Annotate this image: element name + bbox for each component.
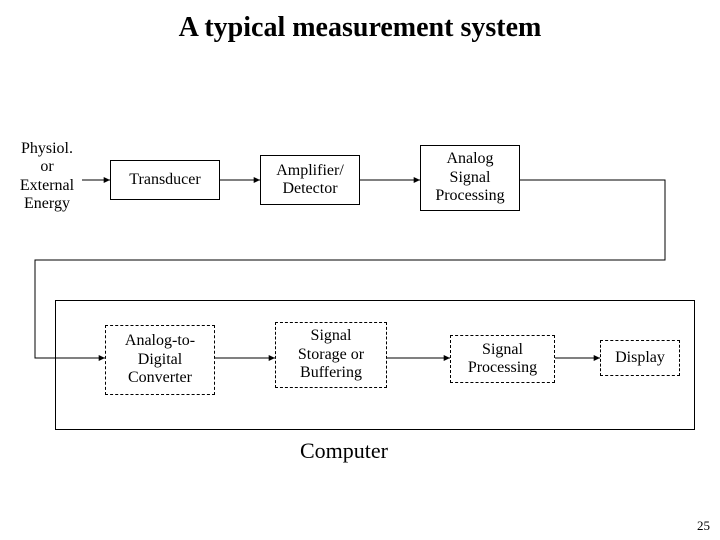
page-number: 25: [697, 518, 710, 534]
node-energy: Physiol. or External Energy: [12, 140, 82, 220]
page-title: A typical measurement system: [0, 12, 720, 44]
node-analog-signal-processing: Analog Signal Processing: [420, 145, 520, 211]
node-transducer: Transducer: [110, 160, 220, 200]
node-amplifier-detector: Amplifier/ Detector: [260, 155, 360, 205]
computer-label: Computer: [300, 438, 388, 464]
computer-group-box: [55, 300, 695, 430]
